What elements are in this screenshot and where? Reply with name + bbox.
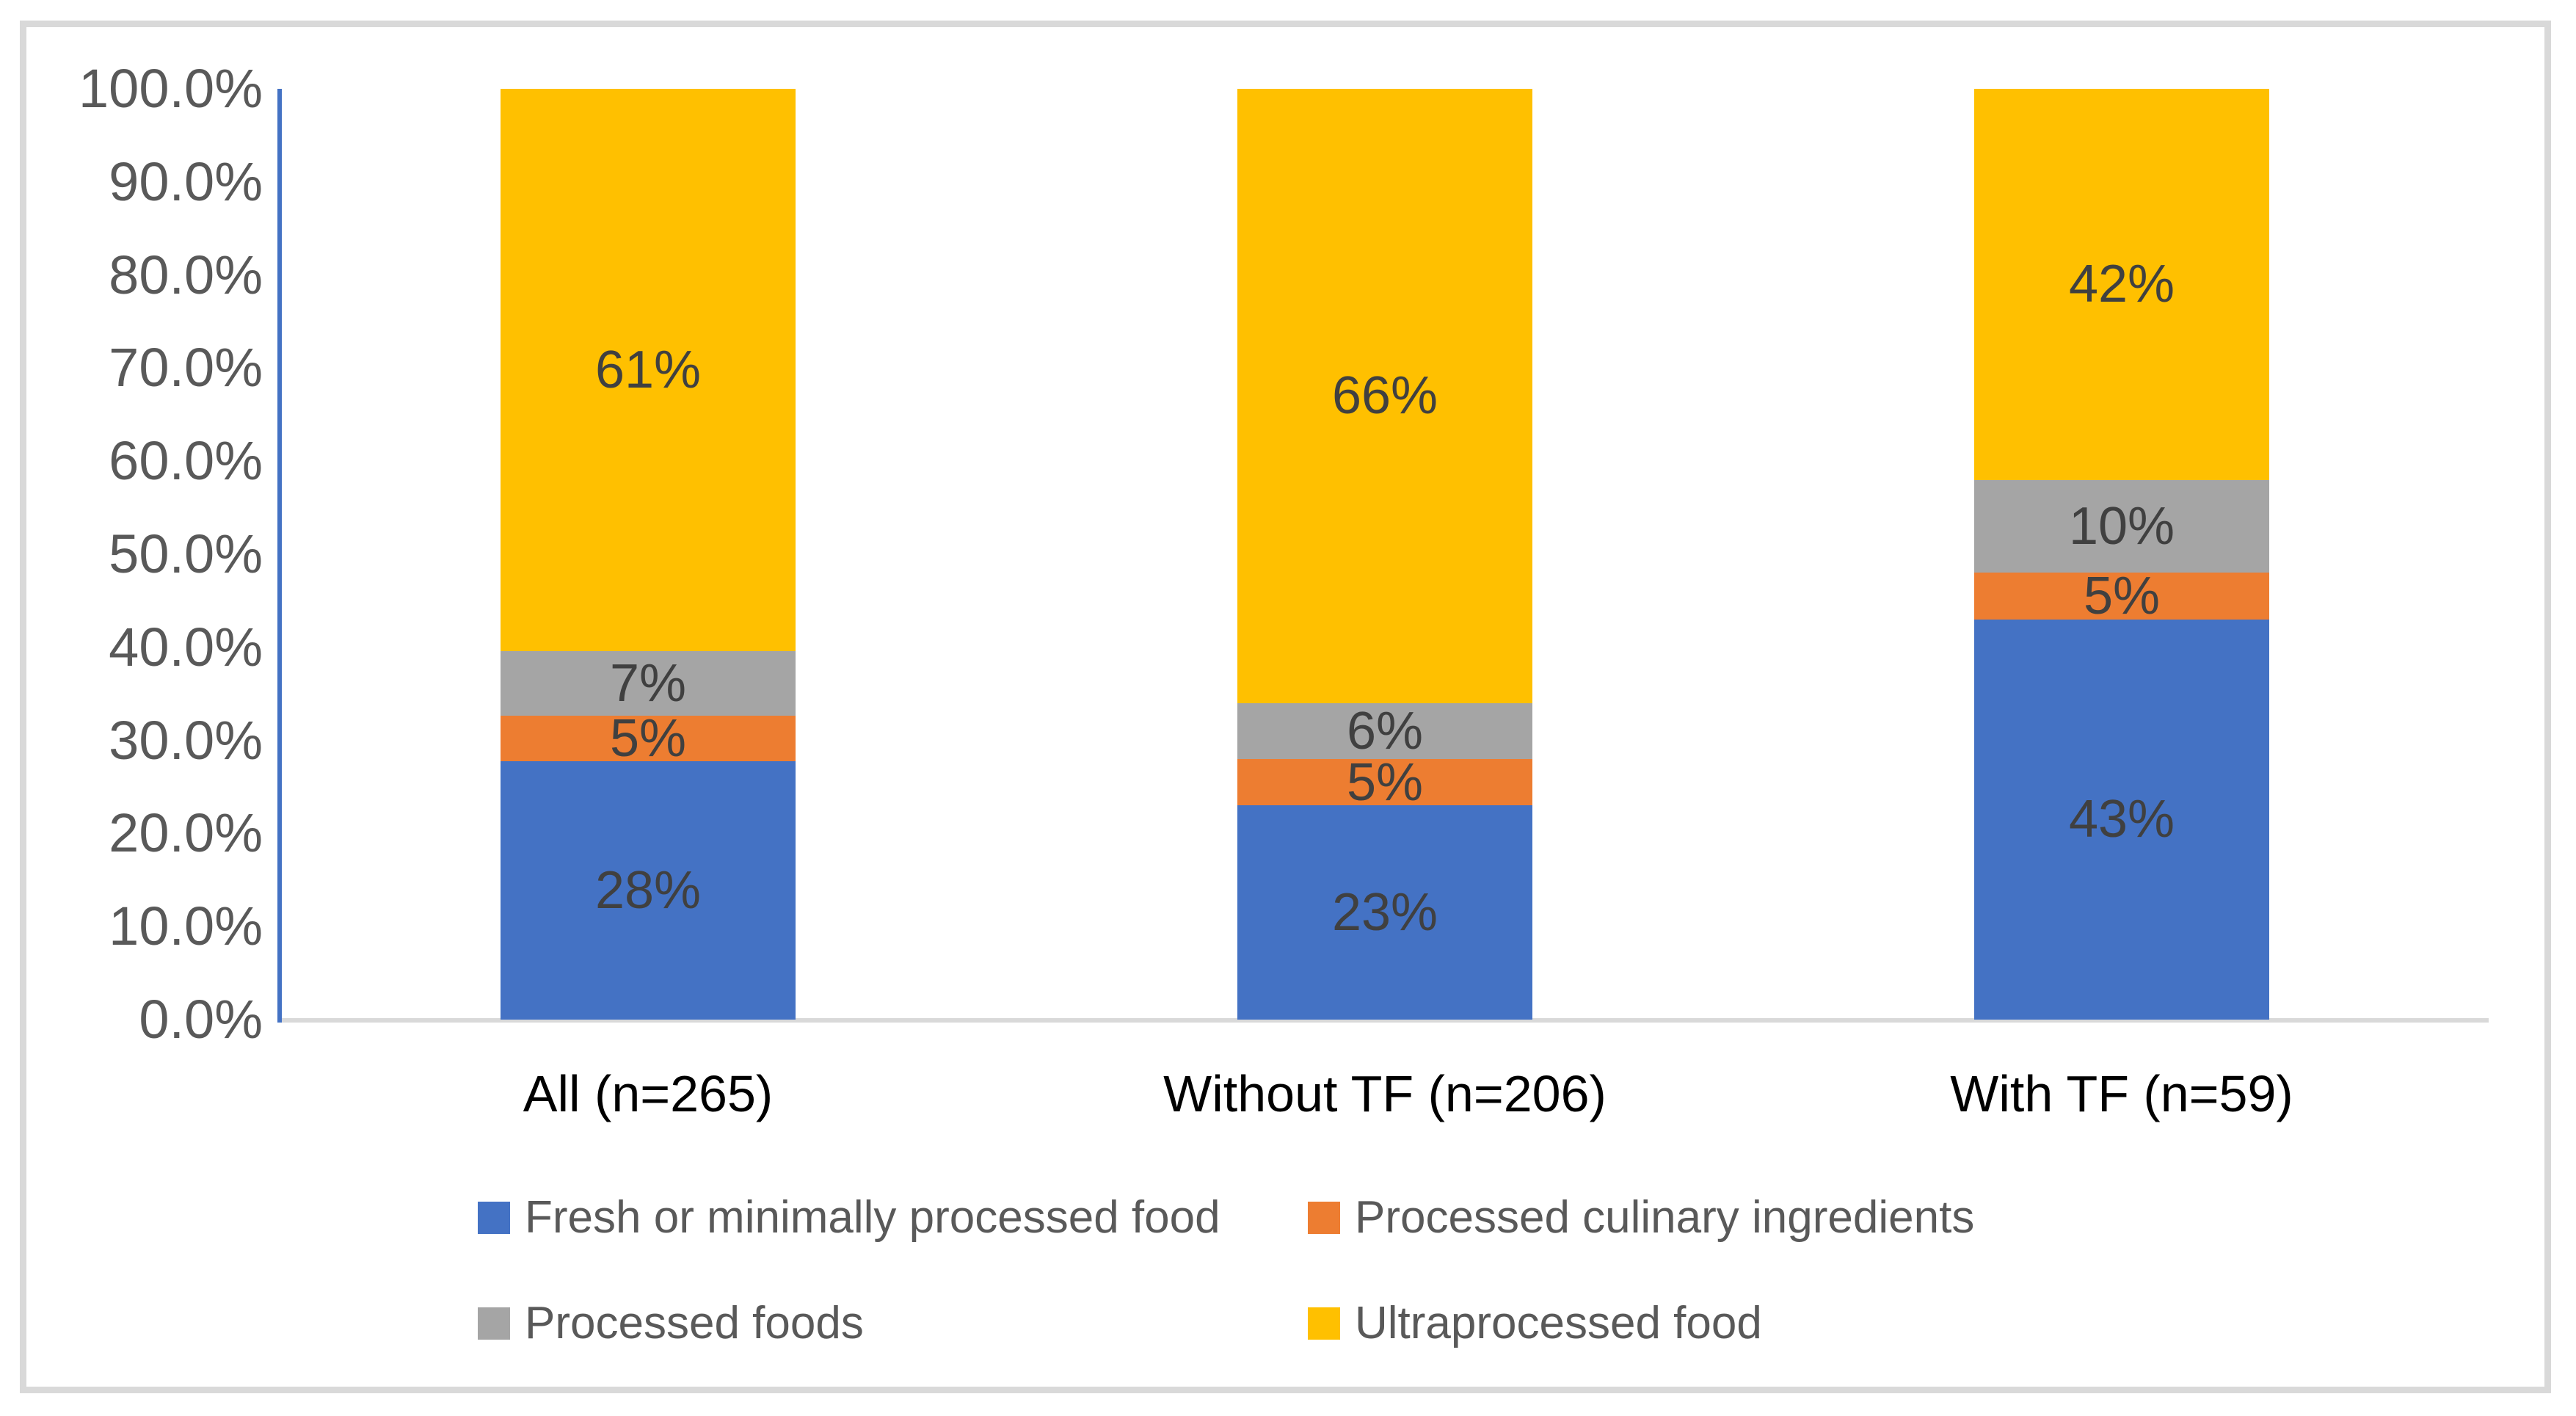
y-tick-label: 10.0% (109, 896, 263, 957)
data-label: 7% (609, 653, 687, 713)
category-label: All (n=265) (523, 1065, 774, 1122)
bar-segment: 66% (1237, 89, 1532, 703)
legend-swatch-icon (1308, 1202, 1340, 1234)
bar-segment: 28% (501, 761, 796, 1020)
y-tick-label: 60.0% (109, 430, 263, 492)
data-label: 10% (2068, 496, 2175, 556)
bar-segment: 5% (501, 712, 796, 765)
data-label: 61% (594, 340, 702, 399)
legend-swatch-icon (478, 1307, 510, 1340)
bar-segment: 42% (1974, 89, 2269, 480)
legend-label: Processed foods (525, 1298, 864, 1348)
bar-segment: 10% (1974, 479, 2269, 573)
category-label: Without TF (n=206) (1163, 1065, 1607, 1122)
legend-item: Fresh or minimally processed food (478, 1195, 1220, 1241)
data-label: 23% (1331, 883, 1438, 943)
data-label: 66% (1331, 366, 1438, 426)
data-label: 6% (1346, 701, 1424, 760)
bar-segment: 6% (1237, 701, 1532, 760)
bar-segment: 61% (501, 89, 796, 651)
y-tick-label: 0.0% (139, 989, 263, 1050)
data-label: 5% (609, 709, 687, 769)
bar-segment: 5% (1974, 567, 2269, 626)
data-label: 42% (2068, 255, 2175, 314)
legend-swatch-icon (1308, 1307, 1340, 1340)
legend-label: Ultraprocessed food (1355, 1298, 1762, 1348)
y-tick-label: 90.0% (109, 150, 263, 212)
y-tick-label: 50.0% (109, 523, 263, 584)
category-label: With TF (n=59) (1950, 1065, 2293, 1122)
stacked-bar: 23% 5% 6% 66% (1237, 89, 1532, 1020)
legend-item: Ultraprocessed food (1308, 1301, 1762, 1346)
bar-segment: 5% (1237, 756, 1532, 809)
bar-segment: 23% (1237, 805, 1532, 1020)
stacked-bar: 28% 5% 7% 61% (501, 89, 796, 1020)
y-axis-line (277, 89, 282, 1023)
data-label: 43% (2068, 790, 2175, 849)
data-label: 5% (2083, 567, 2161, 626)
legend-item: Processed foods (478, 1301, 864, 1346)
y-tick-label: 80.0% (109, 244, 263, 305)
legend-item: Processed culinary ingredients (1308, 1195, 1974, 1241)
bar-segment: 43% (1974, 619, 2269, 1020)
bar-segment: 7% (501, 650, 796, 716)
legend-label: Fresh or minimally processed food (525, 1192, 1220, 1243)
stacked-bar: 43% 5% 10% 42% (1974, 89, 2269, 1020)
legend-label: Processed culinary ingredients (1355, 1192, 1975, 1243)
y-tick-label: 30.0% (109, 709, 263, 771)
y-tick-label: 20.0% (109, 802, 263, 864)
y-tick-label: 70.0% (109, 337, 263, 399)
y-tick-label: 100.0% (79, 58, 263, 119)
x-axis-line (277, 1018, 2489, 1023)
y-tick-label: 40.0% (109, 616, 263, 678)
data-label: 28% (594, 861, 702, 921)
legend-swatch-icon (478, 1202, 510, 1234)
data-label: 5% (1346, 752, 1424, 812)
